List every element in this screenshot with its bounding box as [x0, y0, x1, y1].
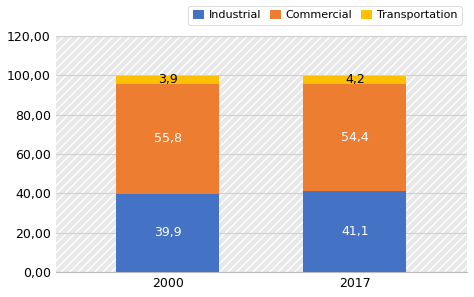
Bar	[303, 76, 406, 84]
Bar	[303, 191, 406, 272]
Bar	[303, 84, 406, 191]
Legend: Industrial, Commercial, Transportation: Industrial, Commercial, Transportation	[189, 6, 462, 25]
Text: 4,2: 4,2	[345, 73, 365, 86]
Text: 55,8: 55,8	[154, 132, 182, 145]
Bar	[117, 76, 219, 83]
Text: 39,9: 39,9	[154, 226, 182, 239]
Bar	[117, 83, 219, 194]
Bar	[117, 194, 219, 272]
Text: 41,1: 41,1	[341, 225, 369, 238]
Text: 3,9: 3,9	[158, 73, 178, 86]
Text: 54,4: 54,4	[341, 131, 369, 144]
